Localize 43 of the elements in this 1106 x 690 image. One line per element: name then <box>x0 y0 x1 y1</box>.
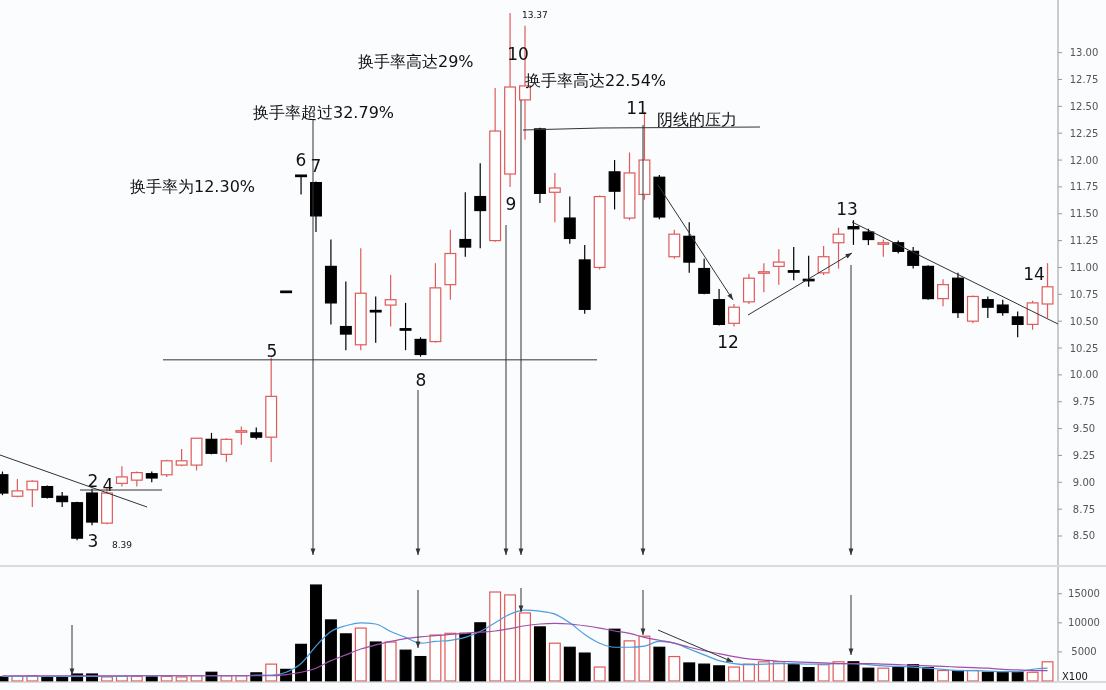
annotation: 换手率超过32.79% <box>253 103 395 122</box>
annotation: 6 <box>295 150 307 170</box>
y-tick-label: 9.50 <box>1072 423 1096 435</box>
y-tick-label: 9.00 <box>1072 476 1096 488</box>
y-tick-label: 11.00 <box>1069 261 1099 273</box>
y-tick-label: 15000 <box>1068 588 1100 600</box>
annotation: 9 <box>505 194 517 214</box>
y-tick-label: 11.25 <box>1069 235 1099 247</box>
annotation: 换手率高达22.54% <box>525 71 667 90</box>
y-tick-label: 13.00 <box>1069 47 1099 59</box>
y-tick-label: 10000 <box>1068 617 1100 629</box>
y-tick-label: 8.50 <box>1072 530 1096 542</box>
annotation: 13.37 <box>522 10 548 20</box>
annotation: 4 <box>102 475 114 495</box>
annotation: 8 <box>415 370 427 390</box>
y-tick-label: 10.00 <box>1069 369 1099 381</box>
y-tick-label: 5000 <box>1071 646 1097 658</box>
y-tick-label: 12.25 <box>1069 127 1099 139</box>
y-tick-label: 10.50 <box>1069 315 1099 327</box>
annotation: 换手率为12.30% <box>130 177 256 196</box>
annotation: 14 <box>1023 264 1045 284</box>
annotation: 5 <box>266 341 278 361</box>
annotation: 13 <box>836 199 858 219</box>
annotation: 阴线的压力 <box>657 110 737 129</box>
annotation: 7 <box>310 156 322 176</box>
y-tick-label: 11.50 <box>1069 208 1099 220</box>
text: X100 <box>1062 671 1088 682</box>
annotation: 换手率高达29% <box>358 52 474 71</box>
y-tick-label: 8.75 <box>1072 503 1096 515</box>
y-tick-label: 9.25 <box>1072 449 1096 461</box>
annotation: 12 <box>717 332 739 352</box>
y-tick-label: 9.75 <box>1072 396 1096 408</box>
y-tick-label: 12.75 <box>1069 73 1099 85</box>
annotation: 11 <box>626 98 648 118</box>
y-tick-label: 10.25 <box>1069 342 1099 354</box>
annotation: 8.39 <box>112 540 133 550</box>
y-tick-label: 12.50 <box>1069 100 1099 112</box>
annotation: 2 <box>87 471 99 491</box>
y-tick-label: 11.75 <box>1069 181 1099 193</box>
y-tick-label: 12.00 <box>1069 154 1099 166</box>
annotation: 10 <box>507 44 529 64</box>
y-tick-label: 10.75 <box>1069 288 1099 300</box>
annotation: 3 <box>87 531 99 551</box>
